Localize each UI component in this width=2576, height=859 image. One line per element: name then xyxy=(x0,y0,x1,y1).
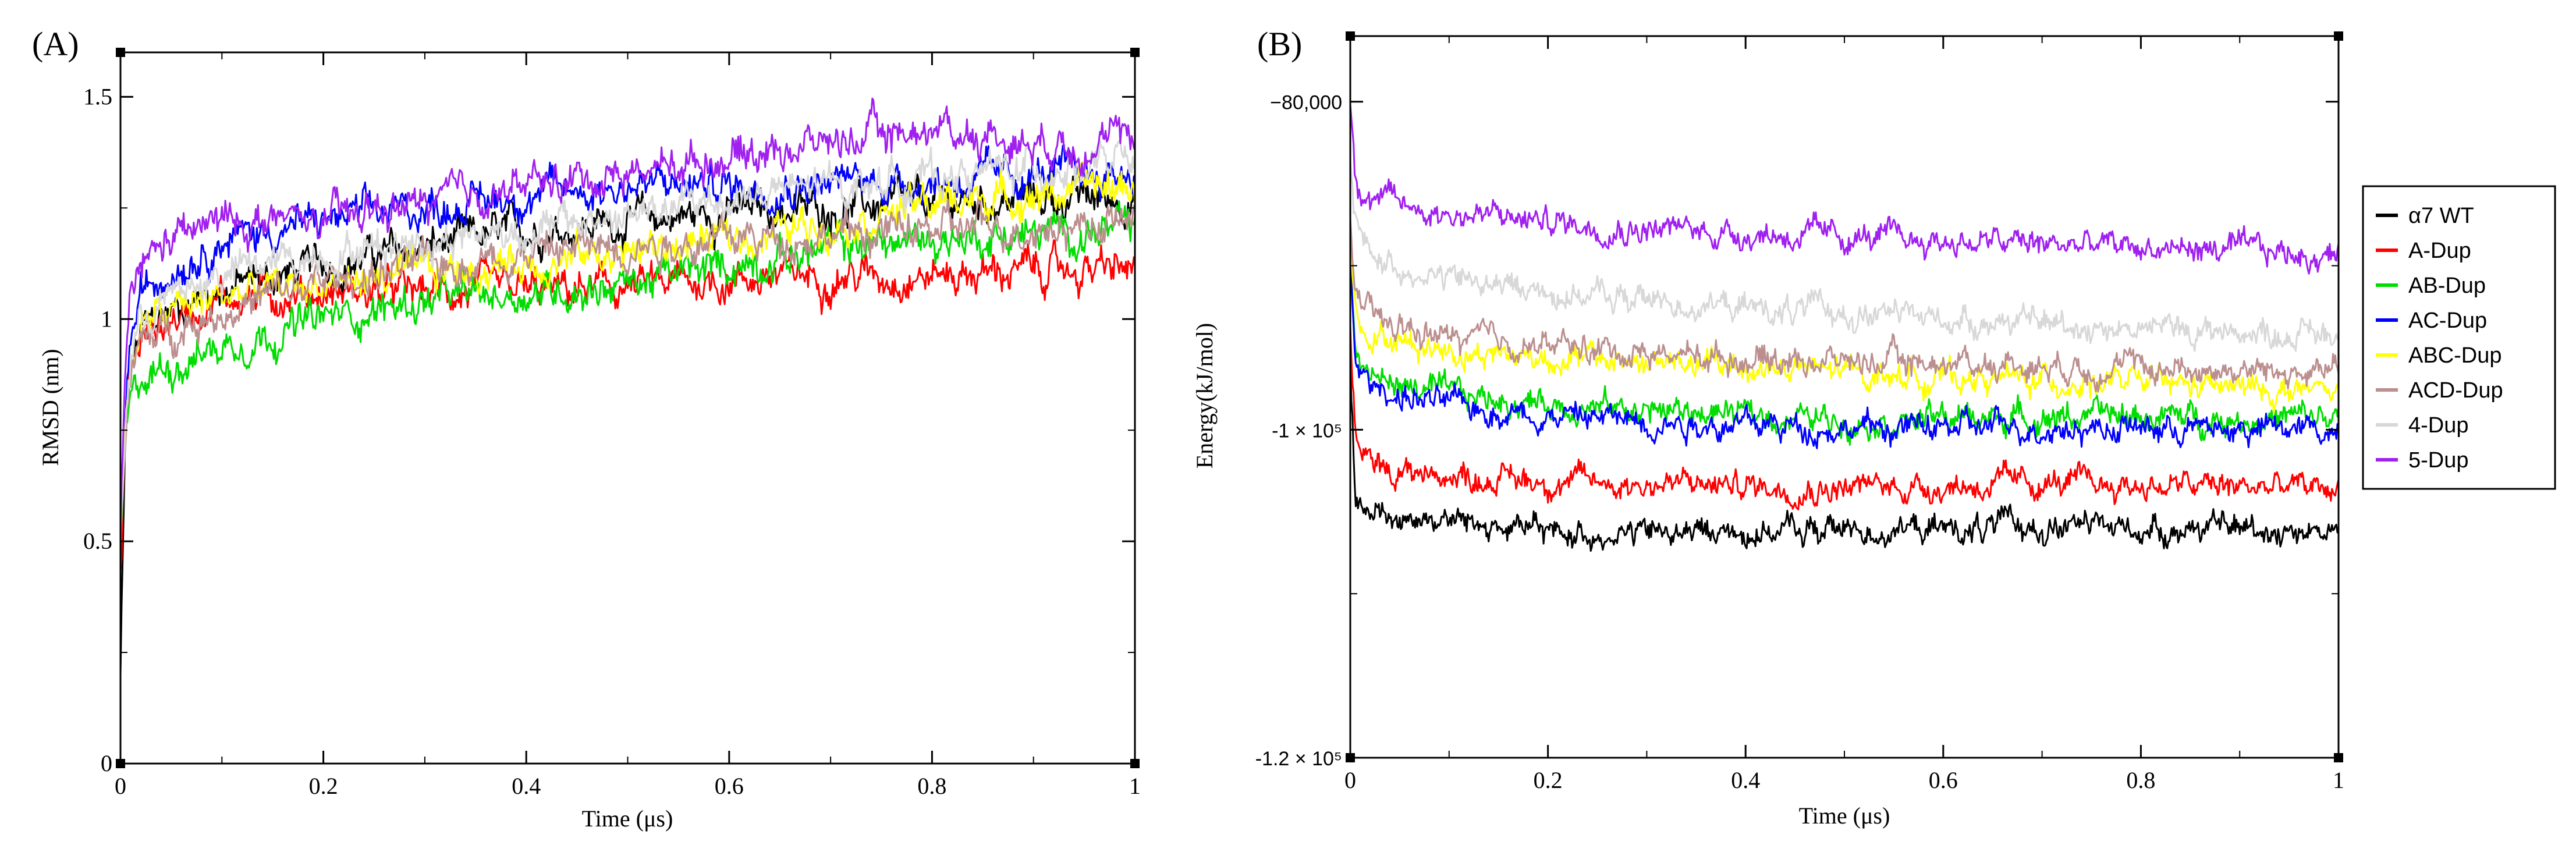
panel-a-corner-marker-bl xyxy=(116,759,125,768)
panel-a-x-tick-label: 0 xyxy=(115,773,126,799)
panel-a-y-tick-label: 1.5 xyxy=(83,83,112,109)
panel-b-legend: α7 WT A-Dup AB-Dup AC-Dup ABC-Dup ACD-Dup 4-Du… xyxy=(2363,186,2555,489)
legend-entry-label: 5-Dup xyxy=(2408,448,2469,473)
panel-a-x-tick-label: 0.2 xyxy=(309,773,338,799)
legend-entry-label: α7 WT xyxy=(2408,204,2474,228)
panel-a-x-tick-label: 0.8 xyxy=(917,773,946,799)
panel-a-y-tick-label: 1 xyxy=(101,306,112,332)
panel-b-x-tick-label: 0.2 xyxy=(1534,767,1563,793)
panel-b-corner-marker-bl xyxy=(1346,753,1355,762)
panel-a-corner-marker-tr xyxy=(1130,48,1140,57)
legend-entry-label: AB-Dup xyxy=(2408,274,2486,298)
panel-b-x-axis-label: Time (μs) xyxy=(1799,803,1890,829)
panel-a-x-tick-label: 0.6 xyxy=(715,773,744,799)
legend-entry-label: AC-Dup xyxy=(2408,308,2487,333)
panel-b-x-tick-label: 0.4 xyxy=(1731,767,1760,793)
panel-b-y-tick-label: -1 × 10⁵ xyxy=(1272,420,1342,442)
panel-b-y-axis-label: Energy(kJ/mol) xyxy=(1191,323,1218,468)
panel-a-corner-marker-br xyxy=(1130,759,1140,768)
panel-a-corner-marker-tl xyxy=(116,48,125,57)
legend-box xyxy=(2363,186,2555,489)
panel-b-x-tick-label: 1 xyxy=(2333,767,2344,793)
panel-b-corner-marker-br xyxy=(2334,753,2343,762)
panel-b-x-tick-label: 0.6 xyxy=(1929,767,1958,793)
legend-entry-label: 4-Dup xyxy=(2408,413,2469,438)
panel-b-corner-marker-tr xyxy=(2334,31,2343,41)
legend-entry-label: ACD-Dup xyxy=(2408,378,2503,403)
legend-entry-label: ABC-Dup xyxy=(2408,343,2502,368)
panel-b-x-tick-label: 0 xyxy=(1344,767,1356,793)
panel-b-y-tick-label: −80,000 xyxy=(1270,92,1342,114)
panel-a-y-axis-label: RMSD (nm) xyxy=(37,349,63,466)
panel-a-x-tick-label: 1 xyxy=(1129,773,1141,799)
panel-b-corner-marker-tl xyxy=(1346,31,1355,41)
panel-a-x-tick-label: 0.4 xyxy=(512,773,541,799)
panel-b-label: (B) xyxy=(1257,25,1302,63)
legend-entry-label: A-Dup xyxy=(2408,239,2471,263)
panel-a-y-tick-label: 0.5 xyxy=(83,528,112,554)
panel-b-y-tick-label: -1.2 × 10⁵ xyxy=(1255,748,1342,770)
figure: (A) 0 0.2 0.4 0.6 0.8 1 0 0.5 1 1.5 Time (μs) RMS… xyxy=(0,0,2576,859)
panel-a-label: (A) xyxy=(32,25,79,63)
panel-a-y-tick-label: 0 xyxy=(101,750,112,776)
panel-a-x-axis-label: Time (μs) xyxy=(582,805,673,832)
panel-b-x-tick-label: 0.8 xyxy=(2126,767,2155,793)
